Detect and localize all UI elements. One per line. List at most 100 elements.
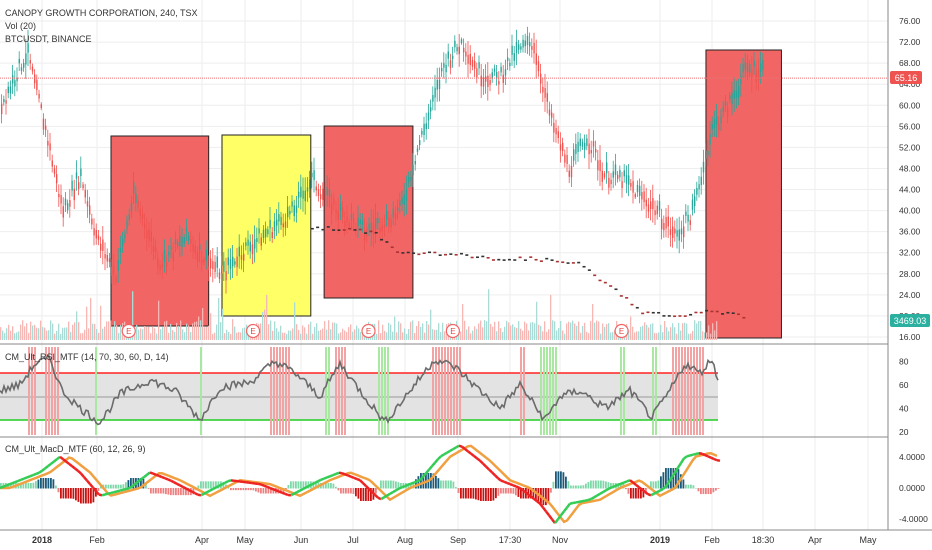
macd-line-segment [554, 518, 559, 524]
volume-bar [562, 330, 564, 340]
rsi-oversold-bar [328, 347, 330, 435]
volume-bar [700, 320, 702, 340]
candle-body [256, 238, 258, 243]
candle-body [724, 101, 727, 106]
macd-histogram-bar [117, 484, 120, 489]
volume-bar [442, 322, 444, 340]
candle-body [38, 93, 40, 99]
volume-bar [704, 332, 706, 340]
overlay-mark [417, 253, 421, 256]
symbol-title[interactable]: CANOPY GROWTH CORPORATION, 240, TSX [5, 8, 198, 18]
candle-body [227, 257, 229, 266]
candle-body [122, 238, 124, 246]
volume-bar [694, 320, 696, 340]
macd-line-segment [419, 475, 424, 482]
candle-body [265, 228, 267, 238]
candle-body [551, 112, 553, 118]
overlay-mark [689, 313, 693, 316]
macd-line-segment [185, 487, 190, 492]
rsi-overbought-bar [696, 347, 698, 435]
candle-body [621, 181, 623, 189]
rsi-oversold-bar [555, 347, 557, 435]
macd-histogram-bar [10, 483, 12, 489]
macd-histogram-bar [480, 488, 482, 501]
volume-bar [300, 333, 302, 340]
candle-body [416, 148, 419, 152]
candle-body [16, 77, 18, 82]
overlay-legend[interactable]: BTCUSDT, BINANCE [5, 34, 92, 44]
rsi-axis[interactable]: 80 60 40 20 [899, 356, 909, 437]
rsi-overbought-bar [520, 347, 522, 435]
macd-line-segment [284, 492, 289, 497]
time-axis[interactable]: 2018 Feb Apr May Jun Jul Aug Sep 17:30 Nov 2019 Feb… [32, 535, 877, 545]
rsi-legend[interactable]: CM_Ult_RSI_MTF (14, 70, 30, 60, D, 14) [5, 352, 169, 362]
macd-line-segment [670, 471, 677, 478]
macd-histogram-bar [280, 488, 282, 494]
macd-line-segment [662, 485, 667, 490]
volume-bar [72, 324, 74, 340]
candle-body [159, 265, 161, 270]
volume-bar [436, 329, 438, 340]
macd-line-segment [329, 473, 334, 478]
volume-bar [522, 330, 524, 340]
macd-histogram-bar [287, 484, 290, 489]
macd-histogram-bar [262, 488, 265, 494]
candle-body [337, 211, 339, 220]
overlay-mark [699, 311, 703, 314]
volume-bar [120, 324, 122, 340]
macd-histogram-bar [105, 484, 107, 489]
volume-bar [94, 323, 96, 340]
volume-bar [466, 329, 468, 340]
candle-body [480, 75, 482, 87]
macd-line-segment [356, 477, 361, 482]
candle-body [471, 60, 474, 67]
volume-bar [326, 329, 328, 340]
volume-bar [410, 321, 412, 340]
candle-body [557, 131, 559, 139]
macd-axis[interactable]: 4.0000 0.0000 -4.0000 [899, 452, 928, 524]
rsi-overbought-bar [285, 347, 287, 435]
candle-body [25, 53, 27, 65]
macd-histogram-bar [642, 488, 645, 498]
macd-pane[interactable] [0, 444, 721, 524]
candle-body [174, 239, 177, 245]
volume-bar [346, 331, 348, 340]
volume-bar [14, 333, 16, 340]
macd-legend[interactable]: CM_Ult_MacD_MTF (60, 12, 26, 9) [5, 444, 146, 454]
overlay-mark [641, 312, 645, 315]
candle-body [201, 259, 203, 264]
overlay-mark [619, 295, 623, 297]
volume-bar [292, 328, 294, 340]
volume-bar [50, 320, 52, 340]
macd-histogram-bar [40, 478, 42, 489]
volume-bar [64, 327, 66, 340]
macd-histogram-bar [465, 488, 467, 499]
macd-line-segment [266, 485, 271, 490]
volume-legend[interactable]: Vol (20) [5, 21, 36, 31]
macd-histogram-bar [162, 488, 165, 494]
macd-line-segment [212, 486, 217, 491]
time-tick-label: May [236, 535, 254, 545]
overlay-mark [646, 311, 650, 314]
macd-histogram-bar [655, 481, 657, 489]
macd-line-segment [494, 474, 499, 480]
macd-line-segment [14, 479, 19, 484]
macd-line-segment [536, 500, 541, 505]
macd-histogram-bar [495, 488, 497, 499]
volume-bar [636, 331, 638, 340]
overlay-mark [364, 232, 368, 234]
macd-histogram-bar [325, 483, 327, 489]
price-axis[interactable]: 76.00 72.00 68.00 64.00 60.00 56.00 52.00 48.00… [899, 16, 921, 342]
rsi-oversold-bar [546, 347, 548, 435]
candle-body [566, 155, 568, 164]
candle-body [260, 237, 262, 246]
macd-histogram-bar [52, 479, 55, 489]
macd-histogram-bar [132, 478, 135, 489]
candle-body [36, 79, 38, 91]
rsi-pane[interactable] [0, 347, 719, 435]
macd-line-segment [673, 467, 680, 474]
candle-body [284, 221, 287, 228]
